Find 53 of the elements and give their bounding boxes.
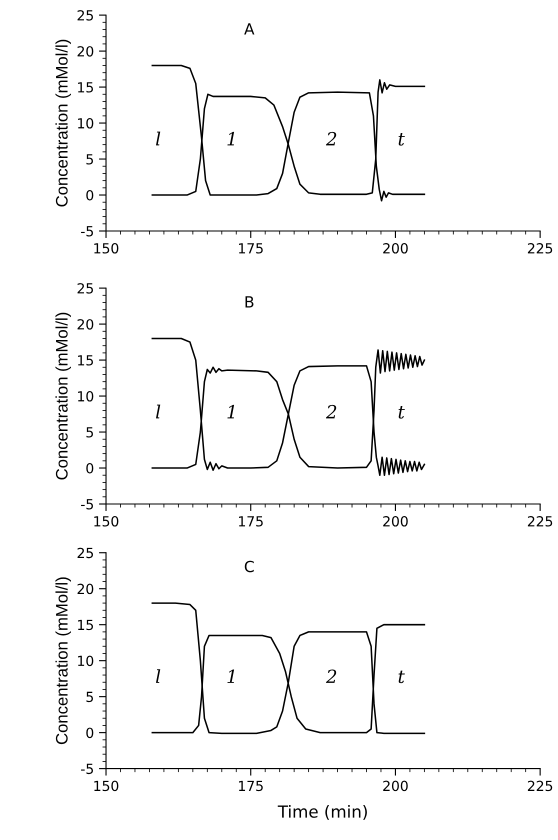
y-tick-label: 0: [86, 728, 94, 738]
annotation: t: [398, 133, 405, 146]
x-tick-label: 200: [383, 780, 408, 792]
x-tick-label: 200: [383, 516, 408, 527]
y-tick-label: 20: [78, 584, 94, 594]
annotation: 1: [227, 132, 234, 146]
annotation: 1: [227, 670, 234, 683]
x-tick-label: 225: [528, 516, 552, 527]
x-tick-label: 150: [94, 243, 118, 254]
annotation: 2: [326, 404, 336, 418]
annotation: 1: [227, 404, 234, 418]
x-tick-label: 225: [528, 780, 552, 792]
y-axis-title: Concentration (mMol/l): [55, 312, 71, 480]
x-axis-title: Time (min): [278, 804, 367, 820]
x-tick-label: 225: [528, 243, 552, 254]
x-tick-label: 200: [383, 243, 408, 254]
y-tick-label: 20: [78, 319, 94, 330]
y-tick-label: 25: [78, 10, 93, 21]
y-tick-label: 15: [78, 82, 93, 93]
x-tick-label: 150: [94, 780, 118, 792]
annotation: 2: [326, 670, 336, 683]
y-tick-label: 0: [86, 190, 94, 200]
y-axis-title: Concentration (mMol/l): [55, 577, 71, 744]
y-tick-label: 15: [78, 620, 93, 630]
y-tick-label: 0: [86, 462, 94, 474]
y-tick-label: 5: [86, 427, 93, 438]
y-tick-label: 10: [78, 656, 94, 666]
y-tick-label: -5: [81, 764, 93, 774]
chart-title: C: [244, 560, 254, 572]
y-axis-title: Concentration (mMol/l): [55, 40, 71, 206]
y-tick-label: 10: [78, 118, 94, 129]
y-tick-label: -5: [81, 226, 93, 236]
annotation: l: [156, 669, 160, 683]
x-tick-label: 175: [239, 243, 263, 254]
y-tick-label: 25: [78, 548, 93, 558]
y-tick-label: 10: [78, 391, 94, 402]
y-tick-label: 5: [86, 692, 93, 702]
annotation: l: [156, 404, 160, 418]
annotation: t: [398, 406, 405, 419]
y-tick-label: -5: [81, 499, 93, 510]
line-series: [152, 602, 426, 734]
y-tick-label: 20: [78, 46, 94, 57]
x-tick-label: 175: [239, 780, 263, 792]
y-tick-label: 15: [78, 355, 93, 366]
annotation: 2: [326, 132, 336, 146]
annotation: l: [156, 132, 160, 146]
chart-title: B: [246, 296, 254, 308]
x-tick-label: 175: [239, 516, 263, 527]
annotation: t: [398, 670, 405, 684]
x-tick-label: 150: [94, 516, 118, 527]
y-tick-label: 25: [78, 283, 93, 294]
chart-title: A: [244, 23, 254, 34]
y-tick-label: 5: [86, 154, 93, 165]
